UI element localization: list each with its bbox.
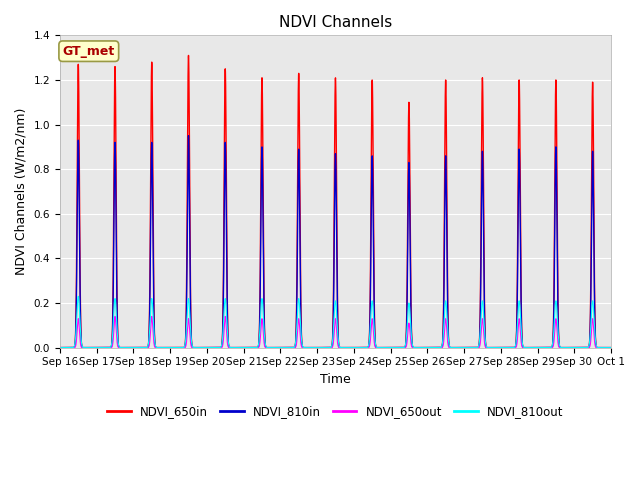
- Text: GT_met: GT_met: [63, 45, 115, 58]
- Title: NDVI Channels: NDVI Channels: [279, 15, 392, 30]
- Legend: NDVI_650in, NDVI_810in, NDVI_650out, NDVI_810out: NDVI_650in, NDVI_810in, NDVI_650out, NDV…: [102, 400, 568, 423]
- X-axis label: Time: Time: [320, 373, 351, 386]
- Y-axis label: NDVI Channels (W/m2/nm): NDVI Channels (W/m2/nm): [15, 108, 28, 275]
